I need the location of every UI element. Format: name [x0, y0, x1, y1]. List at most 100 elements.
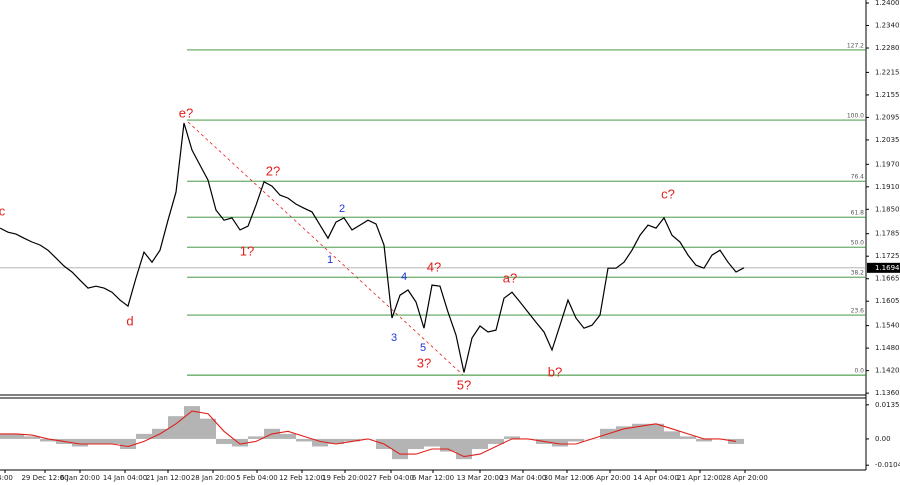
- wave-label: 1: [327, 254, 333, 266]
- wave-label: 5: [420, 342, 426, 354]
- wave-label: 2: [339, 203, 345, 215]
- x-tick-label: 23 Mar 04:00: [500, 474, 547, 482]
- macd-bar: [216, 438, 232, 444]
- fib-label: 76.4: [851, 174, 865, 181]
- fib-label: 0.0: [854, 368, 864, 375]
- wave-label: c?: [661, 186, 675, 201]
- macd-bar: [88, 438, 104, 444]
- y-tick-label: 1.1480: [875, 344, 900, 352]
- macd-bar: [440, 438, 456, 452]
- macd-bar: [40, 438, 56, 442]
- fib-label: 50.0: [851, 240, 865, 247]
- x-tick-label: 28 Jan 20:00: [191, 474, 235, 482]
- current-price-box: [867, 262, 900, 273]
- macd-bar: [664, 431, 680, 439]
- y-tick-label: 1.1360: [875, 389, 900, 397]
- macd-bar: [328, 438, 344, 444]
- wave-label: d: [126, 313, 133, 328]
- macd-bar: [616, 426, 632, 439]
- wave-label: 2?: [266, 163, 280, 178]
- macd-bar: [72, 438, 88, 447]
- y-tick-label: 1.2280: [875, 44, 900, 52]
- y-tick-label: 1.2215: [875, 68, 900, 76]
- y-tick-label: -0.0104: [875, 461, 900, 469]
- y-tick-label: 1.2035: [875, 136, 900, 144]
- x-tick-label: 29 Dec 12:00: [21, 474, 68, 482]
- wave-label: 3: [391, 332, 397, 344]
- wave-label: b?: [548, 364, 562, 379]
- fib-label: 127.2: [847, 42, 864, 49]
- macd-bar: [392, 438, 408, 460]
- macd-bar: [344, 438, 360, 442]
- wave-label: 5?: [457, 377, 471, 392]
- macd-bar: [408, 438, 424, 450]
- macd-bar: [312, 438, 328, 447]
- macd-bar: [504, 436, 520, 439]
- macd-bar: [568, 438, 584, 442]
- macd-bar: [120, 438, 136, 450]
- x-tick-label: 30 Mar 12:00: [544, 474, 591, 482]
- fib-label: 23.6: [851, 308, 865, 315]
- macd-bar: [248, 436, 264, 439]
- y-tick-label: 0.0135: [875, 401, 900, 409]
- x-tick-label: 5 Feb 04:00: [236, 474, 277, 482]
- x-tick-label: 28 Apr 20:00: [722, 474, 768, 482]
- macd-bar: [680, 436, 696, 439]
- macd-bar: [552, 438, 568, 447]
- trend-line: [187, 121, 464, 376]
- wave-label: 4?: [427, 259, 441, 274]
- y-tick-label: 0.00: [875, 435, 891, 443]
- macd-bar: [8, 433, 24, 439]
- y-tick-label: 1.2095: [875, 113, 900, 121]
- macd-bar: [104, 438, 120, 444]
- x-tick-label: 6 Jan 20:00: [60, 474, 100, 482]
- fib-label: 100.0: [847, 113, 864, 120]
- macd-bar: [472, 438, 488, 450]
- x-tick-label: 21 Apr 12:00: [677, 474, 723, 482]
- y-tick-label: 1.1725: [875, 252, 900, 260]
- wave-label: 1?: [240, 243, 254, 258]
- signal-line: [0, 410, 737, 458]
- macd-bar: [296, 438, 312, 442]
- x-tick-label: 4:00: [0, 474, 13, 482]
- macd-bar: [232, 438, 248, 447]
- y-tick-label: 1.1540: [875, 322, 900, 330]
- macd-bar: [136, 433, 152, 439]
- wave-label: 4: [401, 271, 407, 283]
- x-tick-label: 27 Feb 04:00: [368, 474, 414, 482]
- y-tick-label: 1.1910: [875, 183, 900, 191]
- y-tick-label: 1.2340: [875, 22, 900, 30]
- macd-bar: [424, 438, 440, 447]
- macd-bar: [24, 436, 40, 439]
- x-tick-label: 19 Feb 20:00: [322, 474, 368, 482]
- y-tick-label: 1.1850: [875, 205, 900, 213]
- y-tick-label: 1.1970: [875, 160, 900, 168]
- y-tick-label: 1.1605: [875, 297, 900, 305]
- y-tick-label: 1.2155: [875, 91, 900, 99]
- macd-bar: [648, 423, 664, 439]
- macd-bar: [456, 438, 472, 460]
- macd-bar: [0, 433, 8, 439]
- macd-bar: [168, 416, 184, 439]
- wave-label: c: [0, 203, 6, 218]
- y-tick-label: 1.1785: [875, 230, 900, 238]
- x-tick-label: 14 Apr 04:00: [633, 474, 679, 482]
- x-tick-label: 12 Feb 12:00: [279, 474, 325, 482]
- x-tick-label: 6 Apr 20:00: [589, 474, 630, 482]
- x-tick-label: 6 Mar 12:00: [412, 474, 454, 482]
- y-tick-label: 1.1665: [875, 275, 900, 283]
- macd-bar: [488, 438, 504, 444]
- price-line: [0, 122, 745, 373]
- macd-bar: [696, 438, 712, 442]
- macd-bar: [200, 418, 216, 439]
- macd-bar: [632, 423, 648, 439]
- current-price-label: 1.1694: [875, 264, 900, 272]
- wave-label: a?: [503, 270, 517, 285]
- macd-bar: [280, 433, 296, 439]
- x-tick-label: 13 Mar 20:00: [457, 474, 504, 482]
- wave-label: e?: [179, 105, 193, 120]
- macd-bar: [728, 438, 744, 444]
- y-tick-label: 1.2400: [875, 0, 900, 7]
